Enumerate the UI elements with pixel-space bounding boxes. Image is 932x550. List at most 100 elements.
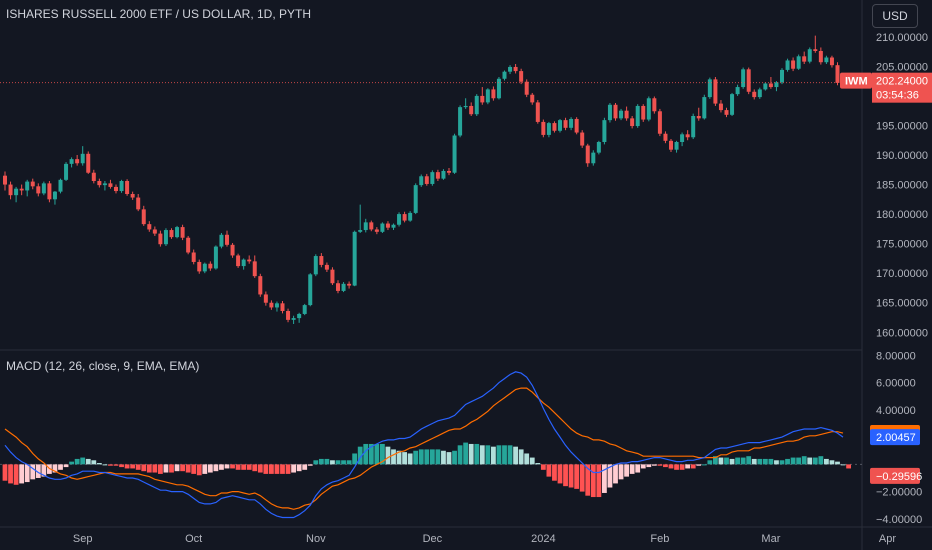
candle-body bbox=[3, 175, 7, 185]
macd-hist-bar bbox=[568, 464, 574, 488]
candle-body bbox=[752, 91, 757, 98]
candle-body bbox=[535, 102, 540, 122]
price-axis[interactable]: 210.00000205.00000200.00000195.00000190.… bbox=[840, 32, 932, 339]
macd-hist-bar bbox=[102, 464, 108, 466]
candle bbox=[286, 308, 291, 323]
candle bbox=[408, 211, 413, 222]
candle bbox=[669, 139, 673, 153]
candle-body bbox=[835, 65, 840, 83]
macd-hist-bar bbox=[502, 445, 507, 465]
candle-body bbox=[219, 234, 224, 247]
macd-hist-bar bbox=[768, 458, 774, 465]
candle-body bbox=[119, 181, 124, 192]
currency-button[interactable]: USD bbox=[872, 4, 918, 28]
macd-hist-bar bbox=[629, 464, 635, 474]
symbol-label: IWM bbox=[845, 76, 868, 88]
macd-hist-bar bbox=[696, 464, 702, 466]
candle bbox=[552, 121, 557, 133]
macd-hist-bar bbox=[374, 443, 380, 465]
macd-hist-bar bbox=[130, 464, 136, 469]
candle-body bbox=[524, 81, 529, 95]
price-tick-label: 175.00000 bbox=[876, 239, 928, 251]
candle-body bbox=[169, 230, 174, 238]
candle bbox=[30, 178, 35, 190]
candle bbox=[724, 107, 729, 118]
candle bbox=[741, 67, 746, 89]
macd-title[interactable]: MACD (12, 26, close, 9, EMA, EMA) bbox=[6, 359, 200, 373]
symbol-badge bbox=[840, 72, 872, 89]
macd-hist-bar bbox=[402, 452, 407, 465]
candle bbox=[114, 184, 118, 194]
candle bbox=[102, 181, 107, 191]
macd-hist-bar bbox=[318, 458, 324, 465]
candle-body bbox=[241, 259, 246, 267]
candle bbox=[64, 162, 69, 181]
candle bbox=[80, 146, 85, 166]
macd-hist-bar bbox=[718, 457, 724, 465]
candle-body bbox=[380, 223, 385, 232]
candle bbox=[707, 77, 712, 99]
candle bbox=[374, 227, 379, 235]
candle bbox=[208, 261, 213, 271]
macd-hist-bar bbox=[169, 464, 174, 473]
candle-body bbox=[175, 227, 180, 238]
candle-body bbox=[424, 176, 429, 184]
candle-body bbox=[280, 303, 285, 311]
macd-hist-bar bbox=[807, 457, 813, 465]
candle bbox=[602, 117, 607, 145]
macd-hist-bar bbox=[635, 464, 641, 473]
time-axis[interactable]: Sep Oct Nov Dec 2024 Feb Mar Apr bbox=[73, 533, 896, 545]
histogram-value-badge-bg bbox=[870, 467, 920, 484]
candle bbox=[835, 62, 840, 86]
candle bbox=[358, 204, 363, 233]
macd-hist-bar bbox=[740, 457, 746, 465]
macd-hist-bar bbox=[596, 464, 602, 498]
last-price-tag: IWM 202.24000 03:54:36 bbox=[840, 72, 932, 103]
macd-hist-bar bbox=[185, 464, 191, 473]
macd-hist-bar bbox=[202, 464, 208, 474]
candle-body bbox=[247, 259, 252, 262]
candle bbox=[319, 253, 324, 268]
candle-body bbox=[591, 152, 596, 164]
candle-body bbox=[114, 186, 118, 192]
macd-hist-bar bbox=[824, 458, 829, 465]
time-tick-label: 2024 bbox=[531, 533, 555, 545]
candle bbox=[519, 68, 524, 85]
candle-body bbox=[413, 185, 418, 213]
candle-body bbox=[768, 83, 773, 88]
candle bbox=[546, 121, 551, 138]
candle-body bbox=[330, 269, 335, 284]
candle-body bbox=[274, 303, 279, 308]
candle bbox=[58, 178, 63, 194]
time-tick-label: Dec bbox=[423, 533, 443, 545]
macd-hist-bar bbox=[396, 450, 402, 465]
candle bbox=[635, 104, 640, 128]
candle bbox=[3, 171, 7, 191]
macd-hist-bar bbox=[91, 460, 97, 465]
macd-hist-bar bbox=[285, 464, 291, 474]
candle-body bbox=[480, 95, 485, 103]
candle bbox=[463, 98, 468, 109]
candle-body bbox=[225, 234, 229, 245]
macd-axis[interactable]: 8.000006.000004.00000−2.00000−4.000002.3… bbox=[870, 350, 922, 526]
candle-body bbox=[86, 153, 91, 173]
candle bbox=[752, 89, 757, 100]
macd-hist-bar bbox=[701, 464, 707, 466]
candle bbox=[197, 259, 202, 274]
candle bbox=[646, 96, 651, 122]
candle bbox=[402, 211, 407, 223]
candle bbox=[14, 186, 19, 203]
price-tick-label: 210.00000 bbox=[876, 32, 928, 44]
candle-body bbox=[785, 60, 790, 70]
candle bbox=[435, 169, 440, 181]
candle bbox=[258, 273, 263, 297]
candle-body bbox=[136, 197, 141, 210]
macd-tick-label: −4.00000 bbox=[876, 514, 922, 526]
candle-body bbox=[41, 183, 46, 194]
macd-hist-bar bbox=[357, 446, 363, 465]
macd-hist-bar bbox=[840, 464, 846, 466]
candle bbox=[685, 130, 690, 141]
candle bbox=[97, 178, 102, 188]
candle bbox=[119, 179, 124, 193]
